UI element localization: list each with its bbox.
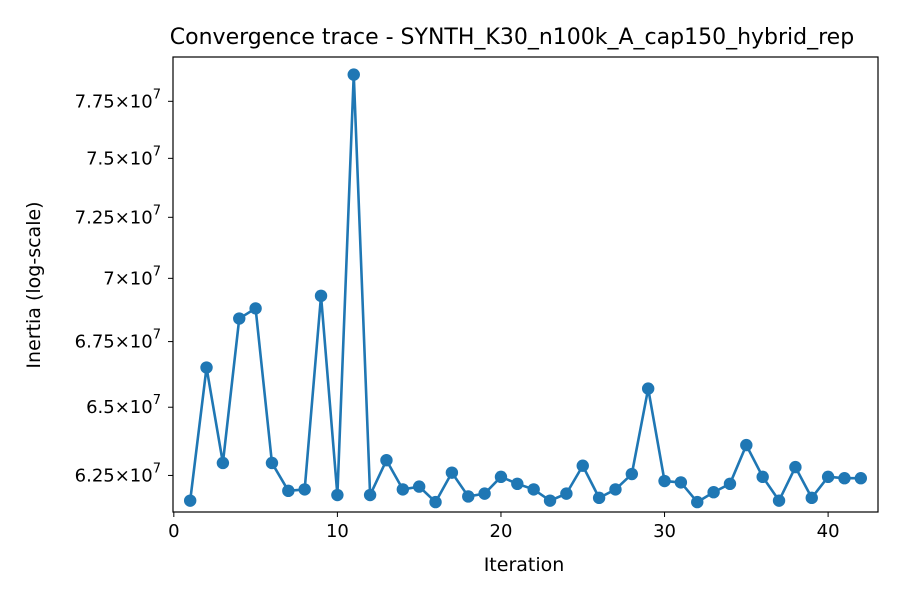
- data-point: [347, 68, 360, 81]
- data-point: [216, 456, 230, 470]
- y-tick-label: 7.75×107: [75, 87, 161, 112]
- data-point: [576, 459, 589, 472]
- data-point: [265, 456, 279, 470]
- data-point: [609, 483, 622, 496]
- data-point: [200, 361, 213, 374]
- y-tick-label: 6.5×107: [86, 393, 161, 418]
- data-point: [412, 480, 426, 493]
- data-point: [543, 494, 557, 507]
- y-axis-ticks: 6.25×107 6.5×107 6.75×107 7×107 7.25×107 7.5×…: [75, 87, 173, 486]
- x-tick-label: 30: [653, 521, 676, 542]
- data-point: [658, 474, 671, 488]
- plot-area: [183, 68, 868, 509]
- x-tick-label: 0: [168, 521, 179, 542]
- data-point: [249, 302, 262, 315]
- data-point: [592, 491, 606, 505]
- data-point: [478, 487, 491, 500]
- y-tick-label: 7.5×107: [86, 144, 161, 169]
- data-point: [282, 484, 295, 498]
- x-tick-label: 40: [817, 521, 840, 542]
- data-point: [707, 486, 720, 499]
- data-point: [527, 483, 540, 496]
- x-tick-label: 10: [326, 521, 349, 542]
- y-axis-label: Inertia (log-scale): [23, 201, 45, 368]
- data-point: [233, 312, 246, 325]
- data-point: [691, 495, 704, 509]
- data-point: [854, 472, 868, 485]
- data-point: [789, 460, 802, 474]
- data-point: [183, 494, 197, 507]
- data-point: [380, 454, 393, 467]
- data-point: [298, 483, 311, 496]
- y-tick-label: 7.25×107: [75, 203, 161, 228]
- y-tick-label: 6.25×107: [75, 461, 161, 486]
- data-point: [314, 289, 328, 303]
- x-axis-ticks: 0 10 20 30 40: [168, 512, 840, 542]
- data-point: [756, 470, 769, 484]
- data-point: [511, 477, 524, 491]
- chart-title: Convergence trace - SYNTH_K30_n100k_A_ca…: [170, 25, 854, 50]
- data-point: [674, 476, 688, 489]
- x-axis-label: Iteration: [484, 554, 565, 576]
- data-point: [838, 472, 851, 485]
- data-point: [429, 495, 442, 509]
- axes-frame: [172, 56, 879, 513]
- data-point: [560, 487, 573, 500]
- y-tick-label: 6.75×107: [75, 328, 161, 353]
- data-point: [363, 488, 377, 502]
- data-point: [462, 490, 475, 503]
- data-point: [331, 488, 344, 502]
- data-point: [494, 470, 508, 484]
- y-tick-label: 7×107: [103, 264, 161, 289]
- data-point: [445, 466, 459, 479]
- data-point: [625, 467, 639, 481]
- data-point: [821, 470, 835, 484]
- data-point: [723, 477, 737, 491]
- x-tick-label: 20: [490, 521, 513, 542]
- data-point: [805, 491, 818, 505]
- data-point: [772, 494, 786, 507]
- data-point: [641, 382, 655, 395]
- data-point: [396, 483, 410, 496]
- data-point: [740, 438, 753, 452]
